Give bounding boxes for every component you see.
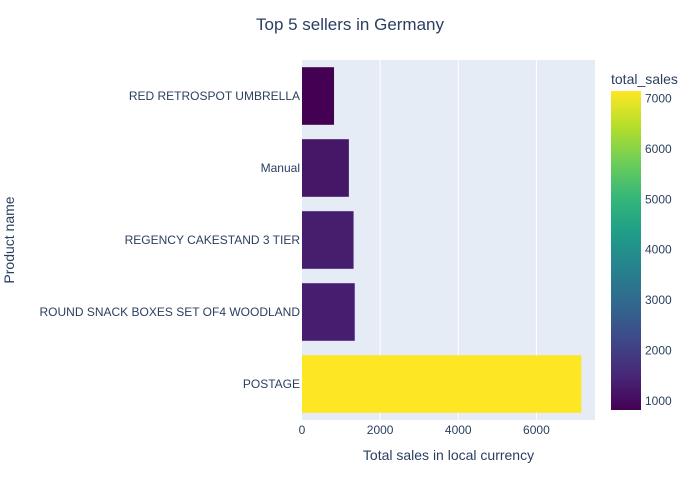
x-tick-labels: 0 2000 4000 6000 <box>299 423 550 437</box>
bar[interactable] <box>302 283 355 341</box>
colorbar-tick-label: 3000 <box>645 293 672 307</box>
y-tick-label: RED RETROSPOT UMBRELLA <box>129 89 300 103</box>
colorbar-tick-labels: 1000 2000 3000 4000 5000 6000 7000 <box>645 92 672 408</box>
colorbar-tick-label: 6000 <box>645 142 672 156</box>
colorbar-tick-label: 1000 <box>645 394 672 408</box>
colorbar-tick-label: 4000 <box>645 243 672 257</box>
bar[interactable] <box>302 355 582 413</box>
colorbar-tick-label: 5000 <box>645 192 672 206</box>
colorbar <box>611 91 641 410</box>
y-axis-title: Product name <box>1 196 17 283</box>
x-tick-label: 2000 <box>367 423 394 437</box>
bar[interactable] <box>302 139 349 197</box>
colorbar-tick-label: 7000 <box>645 92 672 106</box>
y-tick-label: ROUND SNACK BOXES SET OF4 WOODLAND <box>40 305 301 319</box>
colorbar-title: total_sales <box>611 71 678 87</box>
y-tick-label: Manual <box>261 161 300 175</box>
bar[interactable] <box>302 67 335 125</box>
y-tick-label: POSTAGE <box>243 377 300 391</box>
x-tick-label: 6000 <box>523 423 550 437</box>
chart-title: Top 5 sellers in Germany <box>256 15 445 34</box>
y-tick-label: REGENCY CAKESTAND 3 TIER <box>125 233 301 247</box>
colorbar-tick-label: 2000 <box>645 344 672 358</box>
x-axis-title: Total sales in local currency <box>363 447 534 463</box>
bars <box>302 67 582 413</box>
bar[interactable] <box>302 211 354 269</box>
x-tick-label: 4000 <box>445 423 472 437</box>
x-tick-label: 0 <box>299 423 306 437</box>
y-tick-labels: RED RETROSPOT UMBRELLA Manual REGENCY CAKE… <box>40 89 301 391</box>
